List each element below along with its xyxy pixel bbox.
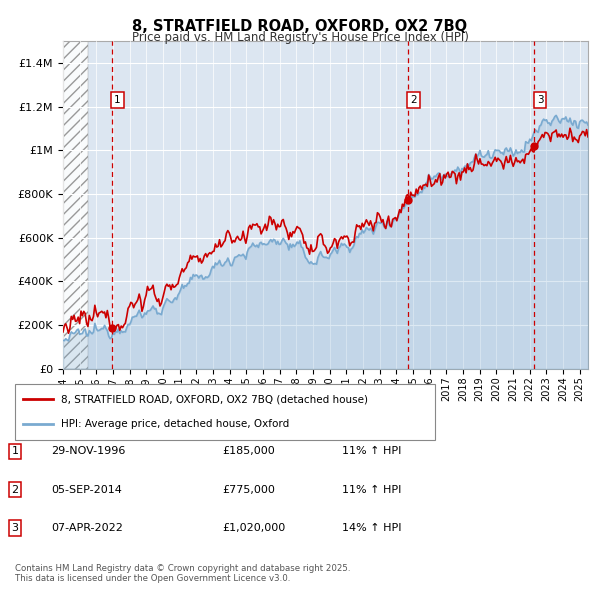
Text: £1,020,000: £1,020,000 <box>222 523 285 533</box>
Text: 2: 2 <box>11 485 19 494</box>
Text: Contains HM Land Registry data © Crown copyright and database right 2025.
This d: Contains HM Land Registry data © Crown c… <box>15 563 350 583</box>
Text: 11% ↑ HPI: 11% ↑ HPI <box>342 447 401 456</box>
Text: 8, STRATFIELD ROAD, OXFORD, OX2 7BQ: 8, STRATFIELD ROAD, OXFORD, OX2 7BQ <box>133 19 467 34</box>
Text: 11% ↑ HPI: 11% ↑ HPI <box>342 485 401 494</box>
Bar <box>63 41 88 369</box>
Bar <box>63 41 88 369</box>
Text: Price paid vs. HM Land Registry's House Price Index (HPI): Price paid vs. HM Land Registry's House … <box>131 31 469 44</box>
Text: 05-SEP-2014: 05-SEP-2014 <box>51 485 122 494</box>
Text: 07-APR-2022: 07-APR-2022 <box>51 523 123 533</box>
Text: 3: 3 <box>536 95 543 105</box>
FancyBboxPatch shape <box>15 384 435 440</box>
Text: 14% ↑ HPI: 14% ↑ HPI <box>342 523 401 533</box>
Text: 2: 2 <box>410 95 417 105</box>
Text: 1: 1 <box>11 447 19 456</box>
Text: HPI: Average price, detached house, Oxford: HPI: Average price, detached house, Oxfo… <box>61 419 289 429</box>
Text: £185,000: £185,000 <box>222 447 275 456</box>
Text: 8, STRATFIELD ROAD, OXFORD, OX2 7BQ (detached house): 8, STRATFIELD ROAD, OXFORD, OX2 7BQ (det… <box>61 394 368 404</box>
Text: 1: 1 <box>114 95 121 105</box>
Text: 29-NOV-1996: 29-NOV-1996 <box>51 447 125 456</box>
Text: £775,000: £775,000 <box>222 485 275 494</box>
Text: 3: 3 <box>11 523 19 533</box>
